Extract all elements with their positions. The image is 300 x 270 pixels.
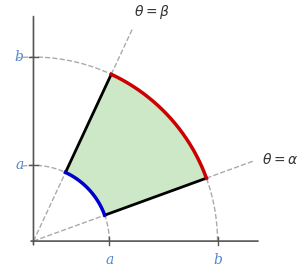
Text: $\theta = \beta$: $\theta = \beta$ <box>134 2 170 21</box>
Polygon shape <box>65 74 206 215</box>
Text: b: b <box>15 50 24 64</box>
Text: $\theta = \alpha$: $\theta = \alpha$ <box>262 152 298 167</box>
Text: a: a <box>16 158 24 172</box>
Text: b: b <box>213 253 222 267</box>
Text: a: a <box>105 253 113 267</box>
